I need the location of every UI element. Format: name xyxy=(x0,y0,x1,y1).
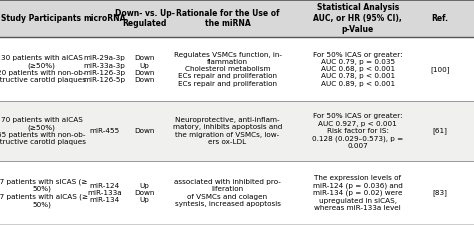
Text: 30 patients with aICAS
(≥50%)
20 patients with non-ob-
structive carotid plaques: 30 patients with aICAS (≥50%) 20 patient… xyxy=(0,55,86,83)
Text: miR-455: miR-455 xyxy=(89,128,119,134)
Text: Regulates VSMCs function, in-
flammation
Cholesterol metabolism
ECs repair and p: Regulates VSMCs function, in- flammation… xyxy=(173,52,282,87)
Bar xyxy=(0,37,474,101)
Text: Statistical Analysis
AUC, or HR (95% CI),
p-Value: Statistical Analysis AUC, or HR (95% CI)… xyxy=(313,3,402,34)
Text: miR-124
miR-133a
miR-134: miR-124 miR-133a miR-134 xyxy=(87,183,122,203)
Text: Up
Down
Up: Up Down Up xyxy=(135,183,155,203)
Text: Ref.: Ref. xyxy=(431,14,448,23)
Text: For 50% ICAS or greater:
AUC 0.79, p = 0.035
AUC 0.68, p < 0.001
AUC 0.78, p < 0: For 50% ICAS or greater: AUC 0.79, p = 0… xyxy=(313,52,403,87)
Text: 70 patients with aICAS
(≥50%)
65 patients with non-ob-
structive carotid plaques: 70 patients with aICAS (≥50%) 65 patient… xyxy=(0,117,86,145)
Text: For 50% ICAS or greater:
AUC 0.927, p < 0.001
Risk factor for IS:
0.128 (0.029–0: For 50% ICAS or greater: AUC 0.927, p < … xyxy=(312,113,403,149)
Text: Neuroprotective, anti-inflam-
matory, inhibits apoptosis and
the migration of VS: Neuroprotective, anti-inflam- matory, in… xyxy=(173,117,282,145)
Bar xyxy=(0,101,474,161)
Text: [100]: [100] xyxy=(430,66,449,72)
Text: microRNA: microRNA xyxy=(83,14,126,23)
Text: [83]: [83] xyxy=(432,189,447,196)
Text: Study Participants: Study Participants xyxy=(1,14,82,23)
Text: [61]: [61] xyxy=(432,128,447,134)
Text: 67 patients with sICAS (≥
50%)
27 patients with aICAS (≥
50%): 67 patients with sICAS (≥ 50%) 27 patien… xyxy=(0,178,88,208)
Text: Rationale for the Use of
the miRNA: Rationale for the Use of the miRNA xyxy=(176,9,279,28)
Bar xyxy=(0,161,474,225)
Text: Down
Up
Down
Down: Down Up Down Down xyxy=(135,55,155,83)
Text: Down- vs. Up-
Regulated: Down- vs. Up- Regulated xyxy=(115,9,174,28)
Text: Down: Down xyxy=(135,128,155,134)
Text: associated with inhibited pro-
liferation
of VSMCs and colagen
syntesis, increas: associated with inhibited pro- liferatio… xyxy=(174,179,281,207)
Text: miR-29a-3p
miR-33a-3p
miR-126-3p
miR-126-5p: miR-29a-3p miR-33a-3p miR-126-3p miR-126… xyxy=(83,55,125,83)
Bar xyxy=(0,0,474,37)
Text: The expression levels of
miR-124 (p = 0.036) and
miR-134 (p = 0.02) were
upregul: The expression levels of miR-124 (p = 0.… xyxy=(313,175,403,211)
